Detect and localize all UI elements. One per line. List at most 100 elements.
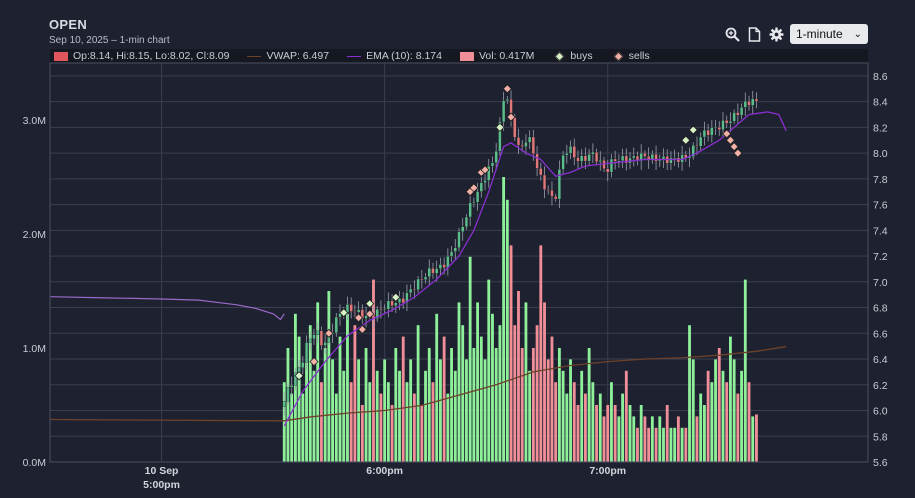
volume-bar bbox=[658, 416, 662, 462]
candle-body bbox=[524, 142, 528, 147]
candle-body bbox=[357, 309, 361, 313]
volume-tick-label: 0.0M bbox=[23, 457, 46, 469]
candle-body bbox=[464, 216, 468, 227]
candle-body bbox=[423, 276, 428, 280]
candle-body bbox=[721, 120, 725, 130]
candle-body bbox=[583, 155, 587, 162]
candle-body bbox=[520, 145, 524, 147]
price-tick-label: 8.6 bbox=[873, 71, 888, 83]
candle-body bbox=[706, 129, 710, 136]
legend-vol-swatch bbox=[459, 51, 474, 61]
candle-body bbox=[554, 196, 558, 200]
legend-ema-line bbox=[347, 55, 362, 57]
candle-body bbox=[717, 127, 721, 130]
candle-body bbox=[442, 264, 446, 268]
candle-body bbox=[669, 157, 673, 164]
legend-sells-label: sells bbox=[628, 50, 650, 62]
volume-bar bbox=[349, 382, 353, 462]
candle-body bbox=[316, 330, 320, 335]
candle-body bbox=[290, 385, 294, 388]
volume-bar bbox=[669, 427, 673, 462]
volume-bar bbox=[565, 393, 569, 462]
volume-bar bbox=[331, 359, 334, 462]
volume-bar bbox=[420, 405, 424, 462]
volume-bar bbox=[472, 348, 476, 462]
candle-body bbox=[546, 189, 550, 191]
volume-bar bbox=[357, 359, 361, 462]
candle-body bbox=[420, 278, 424, 281]
magnifier-plus-icon[interactable] bbox=[724, 26, 740, 42]
candle-body bbox=[502, 100, 506, 123]
price-tick-label: 8.4 bbox=[873, 97, 888, 109]
candle-body bbox=[427, 268, 431, 277]
candle-body bbox=[304, 342, 309, 363]
volume-bar bbox=[740, 370, 743, 462]
candle-body bbox=[301, 362, 305, 368]
sell-marker bbox=[729, 142, 739, 152]
volume-bar bbox=[665, 405, 669, 462]
interval-select[interactable]: 1-minute ⌄ bbox=[790, 24, 868, 44]
volume-bar bbox=[729, 336, 732, 462]
legend-vwap: VWAP: 6.497 bbox=[247, 50, 329, 62]
volume-bar bbox=[338, 336, 342, 462]
volume-bar bbox=[721, 370, 725, 462]
volume-bar bbox=[569, 359, 572, 462]
volume-bar bbox=[379, 393, 383, 462]
volume-bar bbox=[732, 359, 736, 462]
gear-icon[interactable] bbox=[768, 26, 784, 42]
volume-bar bbox=[305, 359, 308, 462]
candle-body bbox=[606, 168, 610, 173]
volume-bar bbox=[416, 325, 420, 462]
candle-body bbox=[561, 155, 565, 170]
sell-marker bbox=[354, 313, 364, 323]
volume-bar bbox=[316, 302, 320, 462]
chart-subtitle: Sep 10, 2025 – 1-min chart bbox=[49, 35, 170, 46]
volume-bar bbox=[446, 393, 450, 462]
candle-body bbox=[728, 121, 732, 124]
document-icon[interactable] bbox=[746, 26, 762, 42]
candle-body bbox=[516, 137, 521, 146]
price-tick-label: 7.0 bbox=[873, 277, 888, 289]
buy-marker bbox=[495, 122, 505, 132]
volume-bar bbox=[751, 416, 755, 462]
candle-body bbox=[732, 112, 736, 122]
legend-vwap-label: VWAP: 6.497 bbox=[266, 50, 330, 62]
candle-body bbox=[498, 121, 502, 152]
candle-body bbox=[747, 101, 751, 106]
candle-body bbox=[457, 231, 461, 248]
candle-body bbox=[565, 153, 569, 156]
volume-bar bbox=[576, 405, 580, 462]
volume-bar bbox=[483, 359, 487, 462]
volume-bar bbox=[498, 325, 502, 462]
volume-bar bbox=[476, 302, 480, 462]
volume-bar bbox=[368, 382, 372, 462]
volume-bar bbox=[706, 370, 710, 462]
candle-body bbox=[643, 153, 647, 157]
volume-bar bbox=[502, 177, 506, 462]
price-tick-label: 6.6 bbox=[873, 328, 888, 340]
volume-bar bbox=[684, 427, 688, 462]
price-tick-label: 6.8 bbox=[873, 303, 888, 315]
volume-bar bbox=[554, 382, 558, 462]
ema-line bbox=[283, 111, 787, 427]
candle-body bbox=[461, 226, 465, 232]
candle-body bbox=[308, 338, 312, 343]
time-tick-label: 10 Sep bbox=[145, 465, 179, 477]
volume-bar bbox=[587, 348, 591, 462]
time-tick-label-2: 5:00pm bbox=[143, 479, 180, 491]
sell-marker bbox=[309, 357, 319, 367]
candle-body bbox=[550, 190, 554, 197]
volume-bar bbox=[688, 325, 691, 462]
volume-bar bbox=[465, 359, 468, 462]
volume-bar bbox=[308, 325, 312, 462]
time-tick-label: 6:00pm bbox=[366, 465, 403, 477]
volume-bar bbox=[695, 416, 699, 462]
candle-body bbox=[505, 99, 509, 101]
candle-body bbox=[405, 292, 409, 303]
volume-bar bbox=[509, 245, 513, 462]
sell-marker bbox=[365, 309, 375, 319]
candle-body bbox=[557, 169, 561, 200]
volume-bar bbox=[479, 336, 483, 462]
volume-bar bbox=[561, 370, 565, 462]
